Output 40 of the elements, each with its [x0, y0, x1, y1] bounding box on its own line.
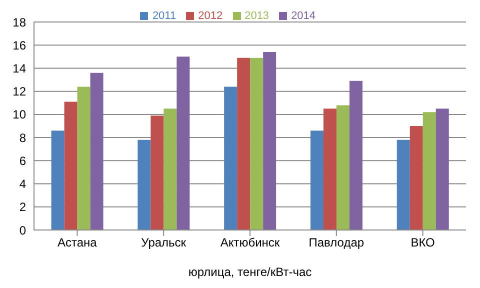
bar	[396, 140, 410, 230]
x-tick-label: Астана	[58, 236, 98, 250]
x-tick-label: Актюбинск	[220, 236, 280, 250]
bar	[323, 108, 336, 230]
bar	[336, 105, 350, 230]
bar	[349, 80, 362, 230]
bar	[410, 126, 423, 230]
y-tick-label: 10	[12, 108, 26, 122]
bar	[138, 140, 151, 230]
y-tick-label: 0	[19, 223, 26, 238]
bar	[422, 112, 436, 230]
bar	[77, 86, 90, 230]
y-tick-label: 14	[12, 61, 26, 76]
bar	[310, 130, 324, 230]
bar	[150, 116, 164, 230]
bar	[51, 130, 64, 230]
legend-label: 2014	[291, 10, 316, 22]
bar	[250, 58, 264, 230]
bar	[64, 102, 78, 230]
bar	[176, 56, 190, 230]
y-tick-label: 18	[12, 15, 26, 30]
x-axis-title: юрлица, тенге/кВт-час	[188, 265, 312, 279]
x-tick-label: ВКО	[410, 236, 435, 250]
x-tick-label: Павлодар	[308, 236, 364, 250]
bar	[237, 58, 250, 230]
bar	[224, 86, 238, 230]
y-tick-label: 12	[12, 84, 26, 99]
bar	[90, 72, 104, 230]
legend-label: 2013	[244, 10, 270, 22]
legend-label: 2011	[152, 10, 176, 22]
bar	[263, 52, 276, 230]
y-tick-label: 8	[19, 130, 26, 145]
x-tick-label: Уральск	[141, 236, 187, 250]
y-tick-label: 2	[19, 200, 26, 214]
y-tick-label: 4	[19, 177, 26, 192]
legend-label: 2012	[198, 10, 223, 22]
y-tick-label: 16	[12, 38, 26, 52]
bar	[436, 108, 449, 230]
y-tick-label: 6	[19, 154, 26, 168]
bar	[164, 108, 177, 230]
